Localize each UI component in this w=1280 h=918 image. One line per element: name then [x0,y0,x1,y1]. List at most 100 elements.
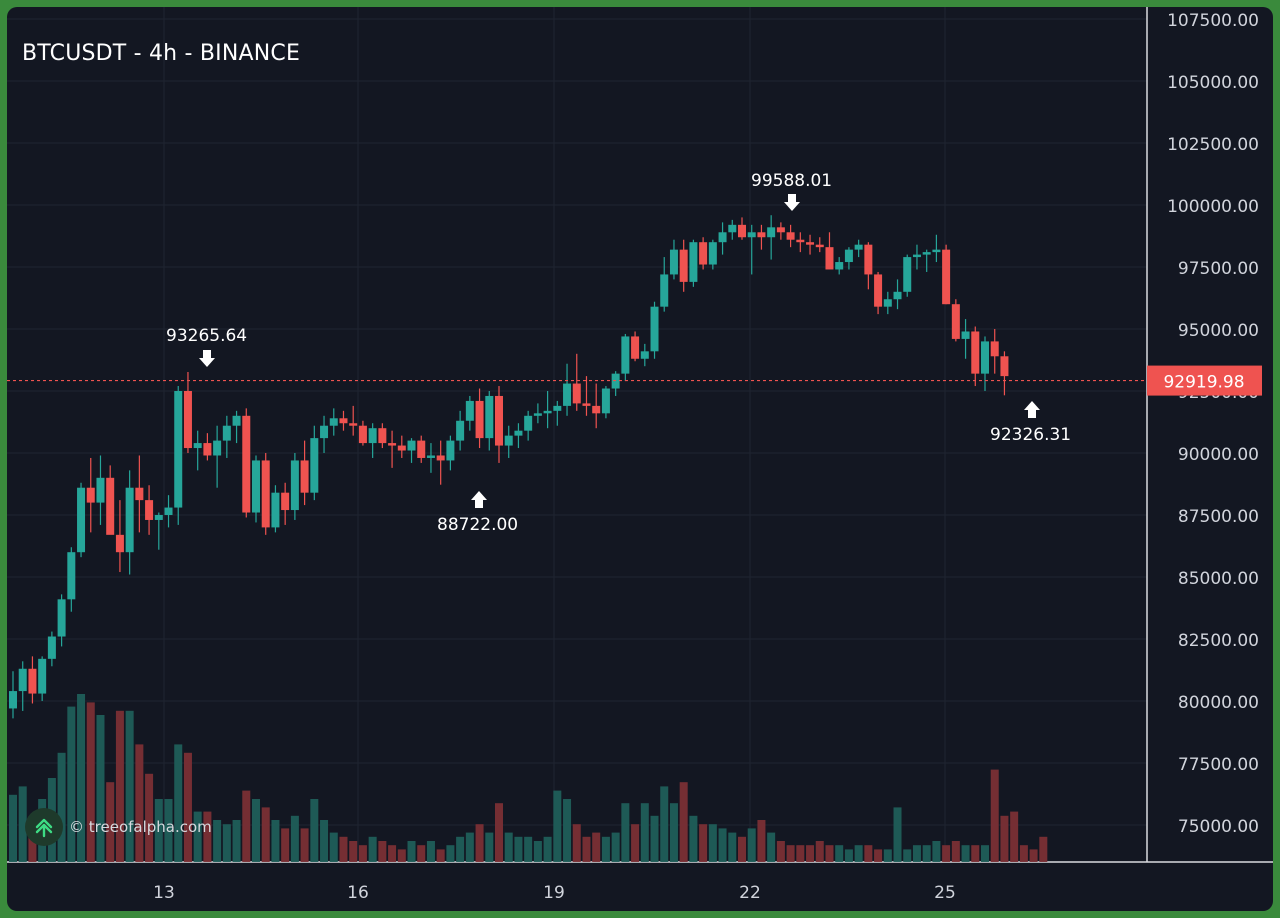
candle-body [290,460,299,511]
candle-body [145,500,154,520]
candle-body [786,232,795,240]
volume-bar [213,820,222,862]
volume-bar [183,752,192,862]
candle-body [844,249,853,263]
volume-bar [582,836,591,862]
volume-bar [708,824,717,862]
candle-body [18,668,27,692]
y-tick-label: 97500.00 [1178,259,1259,279]
volume-bar [981,845,989,862]
candle-body [922,252,931,255]
y-tick-label: 82500.00 [1178,631,1259,651]
candle-body [135,487,144,501]
candle-body [951,304,960,339]
candle-body [495,395,503,446]
volume-bar [485,832,494,862]
volume-bar [504,832,513,862]
candle-body [738,224,746,238]
candle-body [631,336,640,359]
candlestick-chart: 107500.00 105000.00 102500.00 100000.00 9750… [7,7,1273,903]
volume-bar [222,824,231,862]
candle-body [329,418,338,426]
candle-body [446,440,455,461]
candle-body [543,410,552,414]
volume-bar [699,824,708,862]
volume-bar [407,841,416,862]
volume-bar [971,845,980,862]
candle-body [971,331,980,374]
candle-body [154,515,163,520]
candle-body [203,443,212,456]
candle-body [669,249,678,275]
y-tick-label: 85000.00 [1178,569,1259,589]
volume-bar [874,849,883,862]
annotation-low-1: 88722.00 [437,515,519,535]
current-price-tag [1147,365,1262,396]
volume-bar [611,832,620,862]
volume-bar [942,845,951,862]
candle-body [728,224,737,233]
candle-body [300,460,309,493]
volume-bar [922,845,931,862]
volume-bar [388,845,397,862]
volume-bar [1010,811,1019,862]
candle-body [271,492,280,528]
volume-bar [135,744,144,862]
y-tick-label: 77500.00 [1178,755,1259,775]
volume-bar [456,836,465,862]
volume-bar [728,832,737,862]
volume-bar [164,799,173,862]
arrow-up-icon [1024,401,1040,418]
y-tick-label: 80000.00 [1178,693,1259,713]
volume-bar [738,836,746,862]
candle-body [115,534,124,553]
volume-bar [349,841,358,862]
volume-bar [1019,845,1028,862]
candle-body [747,232,756,238]
volume-bar [844,849,853,862]
y-tick-label: 87500.00 [1178,507,1259,527]
volume-bar [951,841,960,862]
candle-body [806,242,815,245]
candle-body [990,341,999,357]
candle-body [776,227,785,233]
candle-body [699,242,708,265]
volume-bar [903,849,912,862]
candle-body [650,306,659,352]
candle-body [796,239,805,243]
x-tick-label: 22 [739,883,761,903]
volume-bar [86,702,95,862]
candle-body [475,400,484,439]
x-tick-label: 13 [153,883,175,903]
volume-bar [475,824,484,862]
candle-body [912,254,921,258]
candle-body [77,487,86,553]
candle-body [164,507,173,515]
volume-bar [543,836,552,862]
candle-body [718,232,727,243]
candle-body [553,405,562,411]
annotation-high-1: 93265.64 [166,326,248,346]
candle-body [835,262,844,270]
candle-body [67,552,76,600]
annotation-low-2: 92326.31 [990,425,1072,445]
candle-body [86,487,95,503]
candle-body [436,455,445,461]
y-tick-label: 102500.00 [1167,135,1259,155]
volume-bar [154,799,163,862]
candle-body [825,247,834,270]
candle-body [524,415,533,431]
candle-body [174,391,183,508]
annotation-high-2: 99588.01 [751,171,833,191]
volume-bar [320,820,329,862]
candle-body [378,428,387,444]
volume-bar [806,845,815,862]
volume-bar [96,715,105,862]
volume-bar [650,815,659,862]
candle-body [757,232,766,238]
candle-body [222,425,231,441]
volume-bar [290,815,299,862]
volume-bar [660,786,669,862]
candle-body [961,331,970,339]
candle-body [563,383,572,406]
